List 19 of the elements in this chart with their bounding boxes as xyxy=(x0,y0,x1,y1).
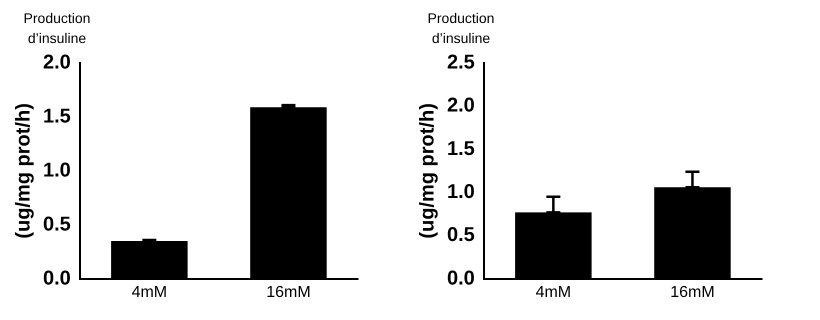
y-tick-label: 0.5 xyxy=(42,213,71,236)
x-tick-label: 16mM xyxy=(266,284,311,301)
y-tick-label: 0.0 xyxy=(42,267,71,290)
y-tick-label: 1.0 xyxy=(42,159,71,182)
y-axis-title: (ug/mg prot/h) xyxy=(12,103,35,239)
y-tick-label: 2.5 xyxy=(446,52,475,74)
x-tick-label: 16mM xyxy=(670,284,715,301)
y-tick-label: 1.5 xyxy=(42,105,71,128)
x-tick-label: 4mM xyxy=(536,284,572,301)
chart-title: Production d’insuline xyxy=(426,9,496,48)
y-tick-label: 1.0 xyxy=(446,180,475,203)
y-axis-title: (ug/mg prot/h) xyxy=(416,103,439,239)
y-tick-label: 0.0 xyxy=(446,267,475,290)
y-tick-label: 1.5 xyxy=(446,138,475,160)
y-tick-label: 2.0 xyxy=(42,52,71,74)
x-tick-label: 4mM xyxy=(132,284,168,301)
y-tick-label: 0.5 xyxy=(446,224,475,246)
chart-title: Production d’insuline xyxy=(22,9,92,48)
y-tick-label: 2.0 xyxy=(446,94,475,117)
